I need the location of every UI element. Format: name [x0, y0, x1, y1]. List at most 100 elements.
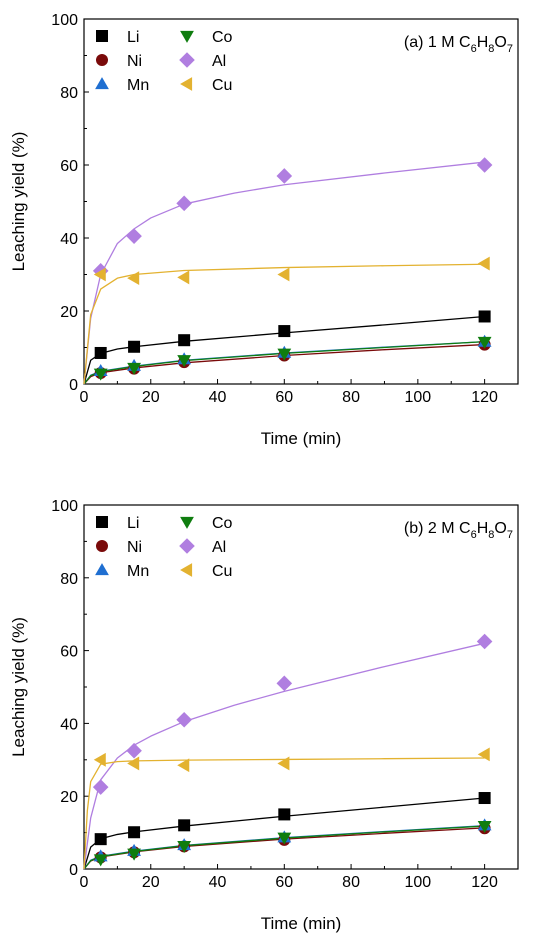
data-point-co — [177, 355, 192, 368]
data-point-cu — [93, 267, 106, 282]
fit-curve-co — [83, 341, 485, 385]
formula-subscript: 6 — [471, 529, 477, 541]
formula-element: O — [494, 520, 506, 537]
y-tick-label: 20 — [60, 304, 78, 321]
data-point-cu — [127, 756, 140, 771]
legend-label-al: Al — [212, 53, 226, 70]
x-tick-label: 120 — [471, 389, 498, 406]
data-point-cu — [177, 270, 190, 285]
data-point-co — [177, 840, 192, 853]
formula-subscript: 7 — [507, 43, 513, 55]
y-tick-label: 60 — [60, 644, 78, 661]
y-tick-label: 100 — [51, 12, 78, 29]
x-axis-label: Time (min) — [261, 914, 342, 933]
legend-label-ni: Ni — [127, 539, 142, 556]
data-point-al — [276, 168, 293, 184]
chart-panel-b: 0 20 40 60 80 100 120 0 20 40 60 80 100 Time (min) Lea… — [9, 498, 519, 933]
data-point-al — [476, 633, 493, 650]
data-point-cu — [93, 752, 106, 767]
data-point-al — [126, 742, 142, 759]
x-tick-label: 80 — [342, 874, 360, 891]
y-tick-label: 100 — [51, 498, 78, 515]
y-tick-label: 0 — [69, 377, 78, 394]
x-tick-label: 0 — [80, 874, 89, 891]
data-point-co — [477, 820, 492, 833]
formula-element: O — [494, 34, 506, 51]
legend-marker-ni — [96, 54, 108, 66]
legend-marker-mn — [95, 77, 109, 90]
data-point-co — [93, 854, 108, 867]
legend-label-mn: Mn — [127, 77, 149, 94]
legend-marker-co — [180, 30, 194, 43]
y-axis-label: Leaching yield (%) — [9, 132, 28, 272]
data-point-co — [127, 848, 141, 861]
x-tick-label: 100 — [404, 389, 431, 406]
formula-element: C — [459, 520, 471, 537]
fit-curve-ni — [83, 343, 485, 385]
data-point-co — [277, 832, 292, 845]
fit-curve-cu — [83, 757, 485, 870]
x-tick-label: 80 — [342, 389, 360, 406]
legend-marker-cu — [180, 563, 193, 577]
legend-marker-li — [96, 30, 108, 42]
data-point-cu — [477, 747, 490, 762]
legend-label-co: Co — [212, 515, 233, 532]
data-point-co — [477, 336, 492, 349]
data-point-cu — [477, 256, 490, 271]
data-point-li — [278, 325, 291, 338]
data-point-cu — [177, 758, 190, 773]
data-point-li — [478, 310, 491, 323]
x-tick-label: 40 — [209, 389, 227, 406]
data-point-li — [94, 833, 107, 846]
legend-label-li: Li — [127, 515, 139, 532]
panel-label-prefix: (a) 1 M — [404, 34, 459, 51]
legend-label-cu: Cu — [212, 563, 232, 580]
fit-curve-co — [83, 825, 485, 870]
panel-label: (a) 1 M C6H8O7 — [404, 34, 513, 55]
legend-label-ni: Ni — [127, 53, 142, 70]
formula-element: H — [477, 520, 489, 537]
legend-marker-al — [179, 52, 195, 68]
data-point-li — [128, 826, 141, 839]
y-axis-label: Leaching yield (%) — [9, 617, 28, 757]
panel-label: (b) 2 M C6H8O7 — [404, 520, 513, 541]
legend-label-cu: Cu — [212, 77, 232, 94]
x-axis-label: Time (min) — [261, 429, 342, 448]
legend-label-mn: Mn — [127, 563, 149, 580]
formula-subscript: 6 — [471, 43, 477, 55]
formula-element: C — [459, 34, 471, 51]
data-point-al — [276, 675, 293, 692]
x-tick-label: 60 — [275, 874, 293, 891]
legend-marker-al — [179, 538, 195, 554]
formula-subscript: 8 — [488, 43, 494, 55]
x-tick-label: 20 — [142, 389, 160, 406]
data-point-co — [93, 368, 108, 381]
data-point-cu — [277, 267, 290, 282]
legend-marker-ni — [96, 540, 108, 552]
panel-label-prefix: (b) 2 M — [404, 520, 459, 537]
fit-curve-cu — [83, 263, 485, 385]
legend-marker-li — [96, 516, 108, 528]
legend-marker-cu — [180, 77, 193, 91]
legend-label-al: Al — [212, 539, 226, 556]
formula-subscript: 8 — [488, 529, 494, 541]
legend-marker-co — [180, 516, 194, 529]
data-point-al — [176, 711, 192, 728]
y-tick-label: 40 — [60, 231, 78, 248]
data-point-al — [176, 195, 192, 212]
data-point-cu — [127, 271, 140, 286]
data-point-al — [126, 228, 142, 244]
data-point-co — [277, 348, 292, 361]
legend-label-co: Co — [212, 29, 233, 46]
fit-curve-al — [83, 642, 485, 870]
data-point-li — [178, 819, 191, 832]
y-tick-label: 60 — [60, 158, 78, 175]
fit-curve-al — [83, 161, 485, 385]
data-point-li — [178, 334, 191, 347]
x-tick-label: 120 — [471, 874, 498, 891]
data-point-li — [278, 808, 291, 821]
y-tick-label: 40 — [60, 716, 78, 733]
y-tick-label: 20 — [60, 789, 78, 806]
